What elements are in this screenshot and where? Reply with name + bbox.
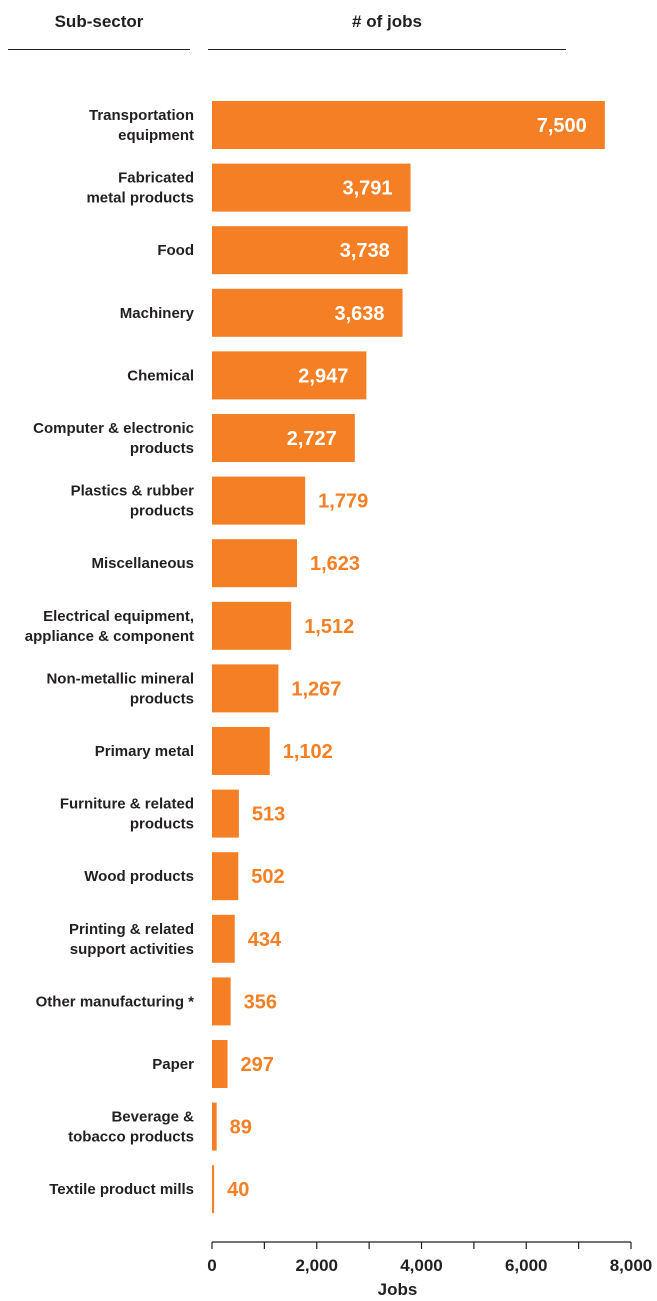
bar	[212, 977, 231, 1026]
value-label: 3,791	[342, 178, 392, 200]
bar	[212, 101, 605, 149]
value-label: 356	[244, 991, 277, 1013]
category-label: Paper	[152, 1056, 194, 1073]
value-label: 1,512	[304, 616, 354, 638]
bar	[212, 852, 239, 901]
category-label: Non-metallic mineral products	[46, 670, 194, 707]
value-label: 3,638	[334, 303, 384, 325]
category-label: Fabricated metal products	[86, 170, 194, 207]
bar	[212, 789, 239, 838]
category-label: Printing & related support activities	[69, 921, 194, 958]
value-label: 1,102	[283, 741, 333, 763]
bar	[212, 727, 270, 775]
x-axis: 0 2,000 4,000 6,000 8,000 Jobs	[207, 1241, 653, 1299]
value-label: 297	[241, 1054, 274, 1076]
value-label: 1,267	[291, 678, 341, 700]
bar	[212, 539, 298, 588]
category-label: Furniture & related products	[60, 796, 194, 833]
value-label: 7,500	[537, 115, 587, 137]
x-tick-label: 2,000	[295, 1256, 338, 1275]
x-tick-label: 4,000	[400, 1256, 443, 1275]
category-label: Primary metal	[95, 743, 194, 760]
jobs-header: # of jobs	[352, 12, 422, 31]
value-label: 89	[230, 1117, 252, 1139]
value-label: 513	[252, 804, 285, 826]
bars-group: Transportation equipment 7,500 Fabricated me…	[25, 101, 605, 1214]
bar	[212, 288, 403, 337]
x-tick-label: 8,000	[610, 1256, 653, 1275]
subsector-header: Sub-sector	[54, 12, 144, 31]
category-label: Miscellaneous	[91, 555, 194, 572]
category-label: Machinery	[120, 305, 195, 322]
bar	[212, 414, 355, 462]
bar	[212, 664, 279, 713]
jobs-header-rule	[208, 49, 566, 50]
x-tick-label: 0	[207, 1256, 216, 1275]
category-label: Beverage & tobacco products	[68, 1109, 194, 1146]
value-label: 434	[248, 929, 282, 951]
bar	[212, 601, 292, 650]
category-label: Other manufacturing *	[36, 993, 195, 1010]
value-label: 2,947	[298, 365, 348, 387]
bar	[212, 1040, 228, 1088]
bar	[212, 351, 367, 400]
value-label: 1,779	[318, 491, 368, 513]
value-label: 40	[227, 1179, 249, 1201]
bar	[212, 163, 411, 212]
value-label: 502	[251, 866, 284, 888]
bar	[212, 914, 235, 963]
category-label: Textile product mills	[49, 1181, 194, 1198]
value-label: 2,727	[287, 428, 337, 450]
category-label: Computer & electronic products	[33, 420, 194, 457]
category-label: Electrical equipment, appliance & compone…	[25, 608, 194, 645]
category-label: Transportation equipment	[89, 107, 194, 144]
category-label: Food	[157, 242, 194, 259]
x-tick-label: 6,000	[505, 1256, 548, 1275]
category-label: Wood products	[84, 868, 194, 885]
category-label: Chemical	[127, 367, 194, 384]
bar	[212, 476, 306, 525]
bar	[212, 1165, 215, 1214]
category-label: Plastics & rubber products	[71, 483, 195, 520]
subsector-header-rule	[8, 49, 190, 50]
value-label: 1,623	[310, 553, 360, 575]
bar	[212, 1102, 217, 1151]
bar	[212, 226, 408, 275]
value-label: 3,738	[340, 240, 390, 262]
x-axis-title: Jobs	[378, 1280, 418, 1299]
